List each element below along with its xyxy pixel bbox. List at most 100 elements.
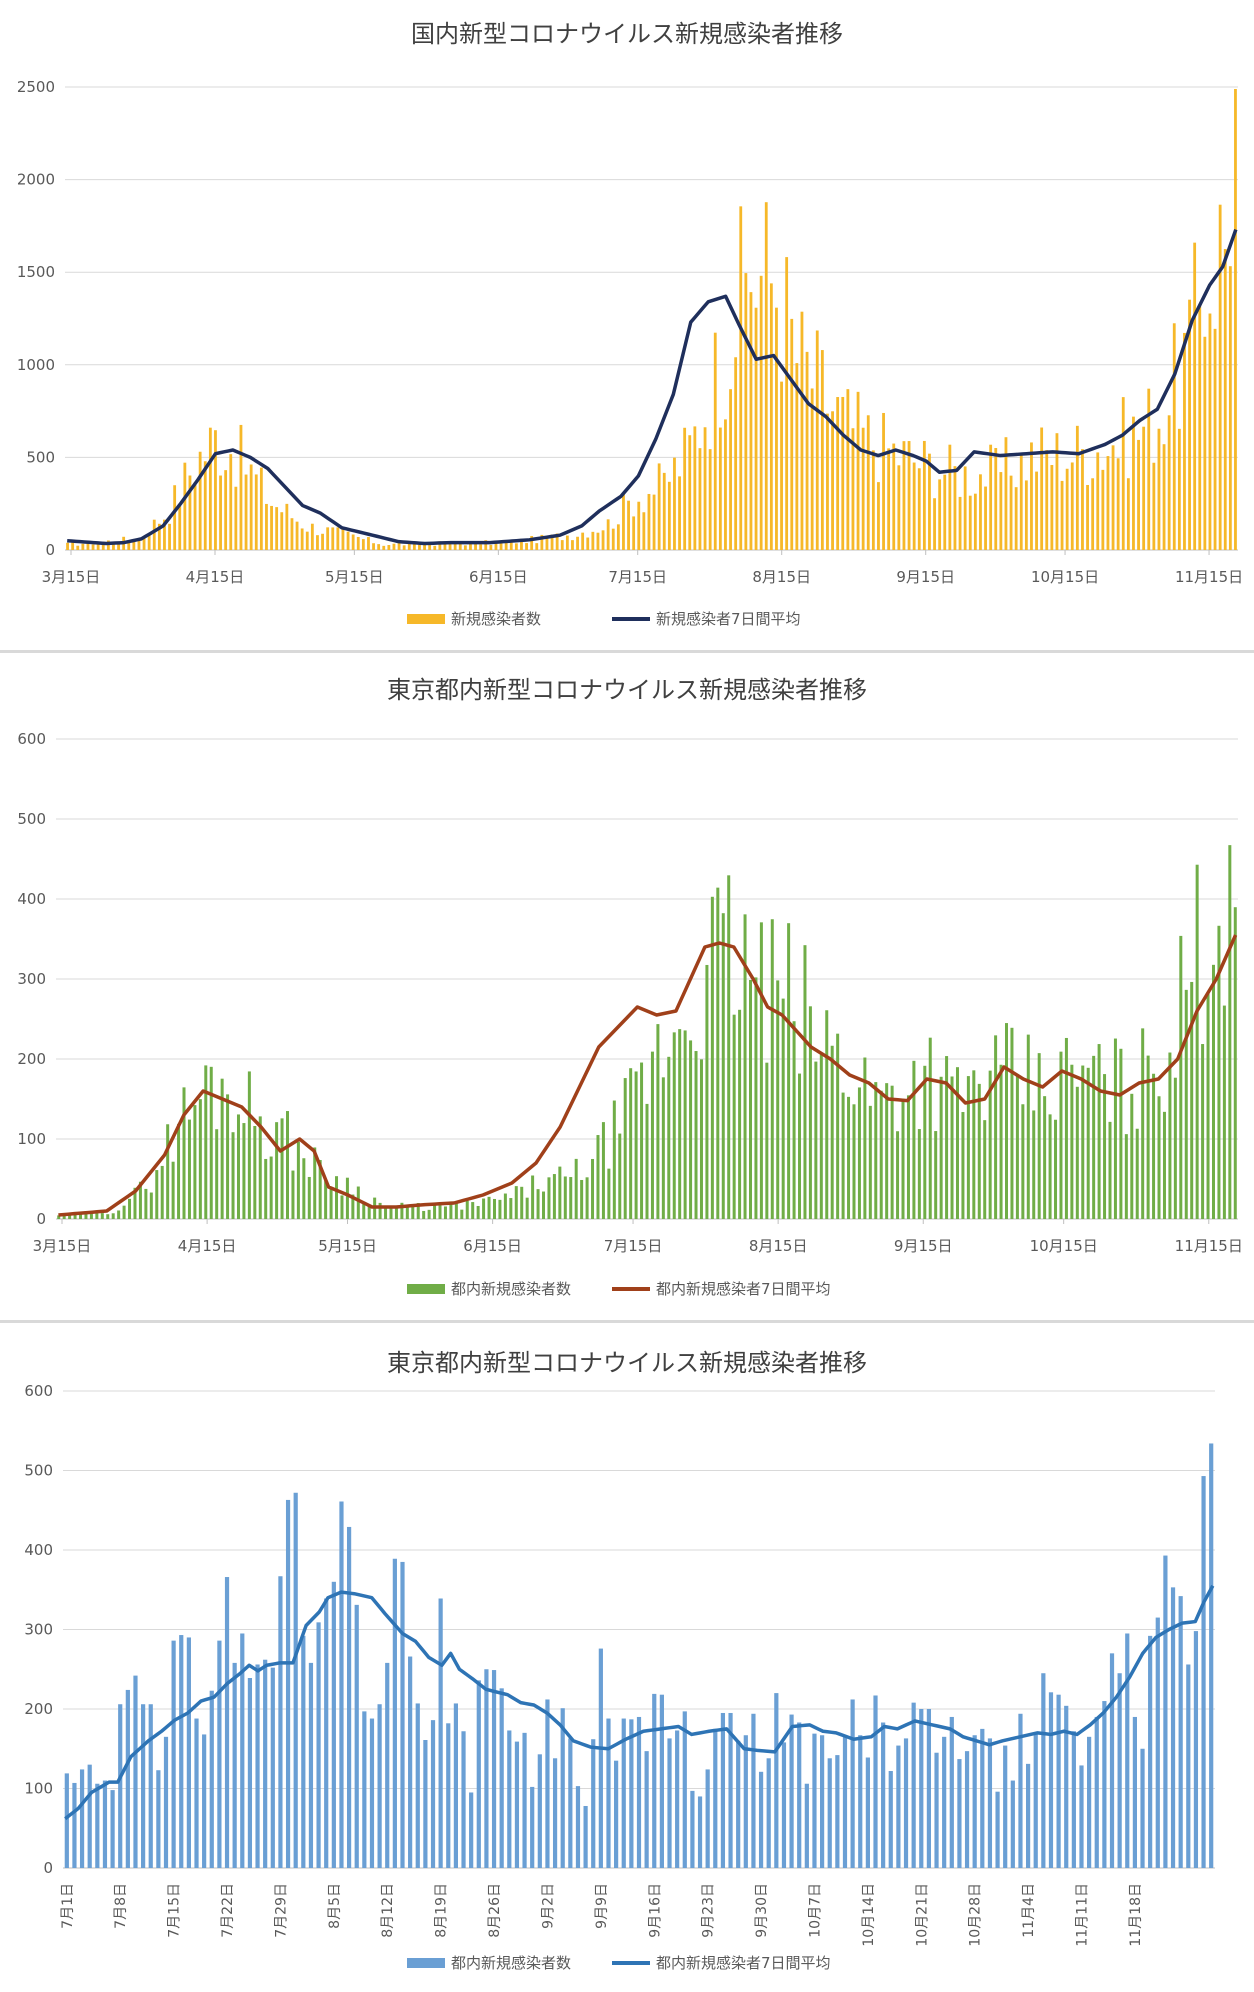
bar [1081, 1065, 1085, 1219]
bar [102, 1780, 108, 1868]
bar [178, 504, 182, 550]
bar [101, 541, 105, 550]
bar [341, 529, 345, 550]
bar [1054, 1119, 1058, 1219]
bar [781, 998, 785, 1219]
bar [369, 1718, 375, 1868]
bar [168, 523, 171, 550]
bar [775, 307, 778, 550]
bar [377, 1704, 382, 1868]
bar [1024, 480, 1028, 550]
bar [831, 411, 834, 550]
bar [264, 1158, 268, 1219]
bar [720, 1712, 726, 1868]
bar [111, 1213, 115, 1219]
bar [842, 1736, 848, 1868]
bar [552, 1758, 558, 1868]
legend-swatch-bar [407, 1958, 445, 1968]
bar [324, 1180, 328, 1219]
bar [917, 1129, 921, 1219]
x-tick-label: 9月2日 [540, 1883, 556, 1929]
bar [678, 1029, 682, 1219]
bar [697, 1796, 703, 1868]
bar [275, 507, 279, 550]
bar [814, 1061, 818, 1219]
bar [423, 1740, 428, 1868]
bar [1111, 445, 1115, 550]
bar [438, 1205, 442, 1219]
tokyo-chart-panel: 東京都内新型コロナウイルス新規感染者推移 0 100 200 300 400 500 600… [0, 653, 1254, 1320]
bar [581, 532, 585, 550]
bar [657, 463, 661, 550]
bar [209, 1066, 213, 1219]
bar [498, 1199, 502, 1219]
bar [850, 1699, 855, 1868]
bar [1198, 305, 1202, 550]
bar [1056, 1694, 1061, 1868]
bar [812, 1733, 817, 1868]
bar [690, 1790, 695, 1868]
bar [1081, 449, 1084, 550]
bar [1186, 1664, 1191, 1868]
bar [547, 1177, 551, 1219]
bar [1050, 465, 1054, 550]
bar [525, 543, 528, 550]
tokyo-recent-chart-panel: 東京都内新型コロナウイルス新規感染者推移 0 100 200 300 400 500 600… [0, 1323, 1254, 1988]
bar [1059, 1051, 1063, 1219]
bar [1218, 204, 1222, 550]
bar [1193, 242, 1197, 550]
bar [1010, 1027, 1014, 1219]
bar [774, 1693, 779, 1868]
bar [923, 1065, 927, 1219]
bar [1177, 428, 1181, 550]
bar [479, 544, 483, 550]
bar [318, 1160, 322, 1219]
bar [866, 415, 870, 550]
x-tick-label: 7月29日 [273, 1883, 289, 1938]
bar [209, 1690, 214, 1868]
bar [637, 501, 641, 550]
bar [598, 1648, 603, 1868]
bar [781, 1742, 787, 1868]
bar [542, 1191, 546, 1219]
bar [972, 1070, 976, 1219]
bar [830, 1045, 834, 1219]
bar [324, 1598, 329, 1868]
bar [530, 536, 534, 550]
bar [1132, 416, 1135, 550]
bar [234, 486, 238, 550]
x-tick-label: 7月15日 [167, 1883, 183, 1938]
bar [270, 1667, 275, 1868]
bar [229, 454, 233, 550]
y-tick-label: 300 [17, 970, 46, 988]
bar [351, 1194, 355, 1219]
bar [1155, 1617, 1160, 1868]
bar [583, 1805, 588, 1868]
bar [286, 1111, 289, 1219]
bar [1228, 845, 1232, 1219]
bar [955, 1067, 959, 1219]
bar [438, 541, 442, 550]
bar [296, 1141, 300, 1219]
bar [66, 542, 69, 550]
bar [202, 1734, 207, 1868]
bar [443, 543, 447, 550]
y-tick-label: 600 [17, 730, 46, 748]
y-tick-label: 200 [17, 1050, 46, 1068]
bar [1233, 907, 1237, 1219]
bar [751, 1713, 756, 1868]
y-tick-label: 600 [24, 1382, 53, 1400]
bar [797, 1722, 802, 1868]
bar [1183, 332, 1186, 550]
bar [645, 1103, 649, 1219]
bar [1147, 388, 1151, 550]
y-tick-label: 500 [24, 1462, 53, 1480]
bar [354, 1604, 359, 1868]
legend-label: 都内新規感染者7日間平均 [656, 1954, 831, 1972]
bar [186, 1637, 191, 1868]
bar [433, 545, 437, 550]
bar [71, 542, 75, 550]
bar [856, 391, 860, 550]
bar [689, 1040, 693, 1219]
bar [1222, 1005, 1226, 1219]
